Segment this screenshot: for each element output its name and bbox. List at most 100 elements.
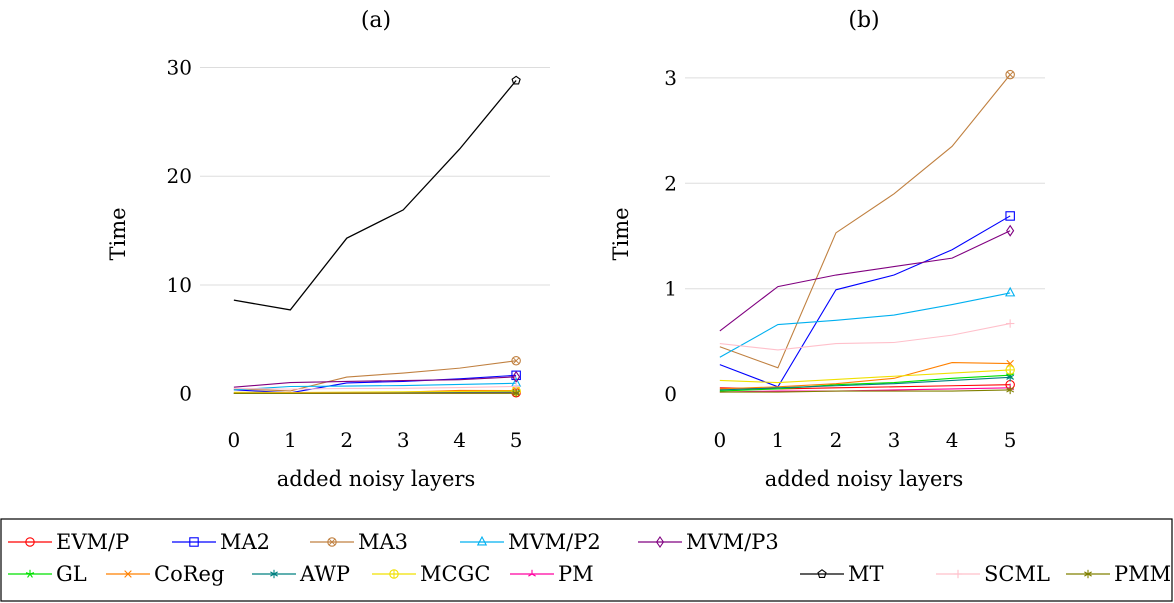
x-tick-label: 5 xyxy=(510,428,523,452)
series-line xyxy=(233,382,517,391)
legend-label: GL xyxy=(56,562,87,586)
chart-panel-a: (a) Time added noisy layers 0 10 20 30 0 1 2 3 4… xyxy=(106,8,550,491)
panel-b-xlabel: added noisy layers xyxy=(765,467,964,491)
legend-entry-pm: PM xyxy=(510,562,594,586)
legend-marker xyxy=(389,569,399,579)
y-tick-label: 0 xyxy=(179,382,192,406)
y-tick-label: 3 xyxy=(664,66,677,90)
legend-label: PMM xyxy=(1114,562,1171,586)
series-line xyxy=(719,389,1011,393)
series-awp xyxy=(719,373,1015,391)
series-end-marker xyxy=(1005,319,1015,328)
series-mvm-p3 xyxy=(233,370,521,388)
series-mt xyxy=(233,75,521,311)
series-line xyxy=(233,360,517,392)
legend-label: MA3 xyxy=(358,530,408,554)
legend-entry-mcgc: MCGC xyxy=(372,562,490,586)
series-line xyxy=(233,80,517,311)
series-ma3 xyxy=(719,69,1015,369)
legend-marker xyxy=(655,536,665,548)
series-mcgc xyxy=(719,365,1015,384)
legend-marker xyxy=(124,570,132,578)
y-tick-label: 1 xyxy=(664,277,677,301)
panel-b-ylabel: Time xyxy=(609,207,633,260)
legend-marker xyxy=(189,537,199,547)
legend-entry-coreg: CoReg xyxy=(106,562,224,586)
series-line xyxy=(719,374,1011,392)
legend-label: MVM/P3 xyxy=(686,530,779,554)
series-end-marker xyxy=(1005,286,1016,297)
series-line xyxy=(719,361,1011,390)
x-tick-label: 3 xyxy=(888,428,901,452)
series-end-marker xyxy=(511,75,521,85)
x-tick-label: 4 xyxy=(453,428,466,452)
legend-marker xyxy=(1084,569,1092,579)
y-tick-label: 2 xyxy=(664,171,677,195)
series-line xyxy=(233,390,517,394)
legend-label: MT xyxy=(848,562,884,586)
x-tick-label: 1 xyxy=(284,428,297,452)
legend-marker xyxy=(528,569,536,577)
x-tick-label: 2 xyxy=(830,428,843,452)
series-mvm-p3 xyxy=(719,224,1015,332)
x-tick-label: 2 xyxy=(340,428,353,452)
legend-entry-gl: GL xyxy=(8,562,87,586)
series-mvm-p2 xyxy=(719,286,1016,358)
panel-a-xlabel: added noisy layers xyxy=(277,467,476,491)
x-tick-label: 1 xyxy=(772,428,785,452)
panel-b-title: (b) xyxy=(848,8,879,33)
panel-a-ylabel: Time xyxy=(106,207,130,260)
x-tick-label: 4 xyxy=(946,428,959,452)
series-pmm xyxy=(233,389,521,398)
series-end-marker xyxy=(1005,69,1015,80)
legend-entry-evm-p: EVM/P xyxy=(8,530,129,554)
legend-marker xyxy=(327,537,337,547)
legend-entry-scml: SCML xyxy=(936,562,1050,586)
series-line xyxy=(719,292,1011,358)
series-line xyxy=(719,369,1011,384)
legend-label: MVM/P2 xyxy=(508,530,601,554)
series-line xyxy=(719,74,1011,369)
legend-marker xyxy=(25,569,35,578)
legend-entry-mvm-p3: MVM/P3 xyxy=(638,530,779,554)
y-tick-label: 30 xyxy=(167,55,192,79)
legend-label: AWP xyxy=(299,562,350,586)
x-tick-label: 0 xyxy=(713,428,726,452)
series-line xyxy=(233,376,517,388)
series-line xyxy=(233,385,517,390)
legend-label: MA2 xyxy=(220,530,270,554)
panel-a-title: (a) xyxy=(361,8,391,33)
legend-marker xyxy=(817,569,827,578)
series-pmm xyxy=(719,385,1015,395)
legend-entry-mt: MT xyxy=(800,562,884,586)
legend-box xyxy=(0,518,1173,602)
series-end-marker xyxy=(511,355,521,366)
legend-entry-ma2: MA2 xyxy=(172,530,270,554)
series-line xyxy=(719,376,1011,391)
y-tick-label: 0 xyxy=(664,382,677,406)
legend-marker xyxy=(476,535,488,546)
series-end-marker xyxy=(512,389,521,398)
y-tick-label: 10 xyxy=(167,273,192,297)
legend-label: PM xyxy=(558,562,594,586)
series-end-marker xyxy=(1005,365,1015,375)
series-end-marker xyxy=(1005,211,1015,221)
series-ma3 xyxy=(233,355,521,392)
legend-marker xyxy=(953,569,963,579)
series-line xyxy=(719,230,1011,332)
series-scml xyxy=(719,319,1015,351)
legend-marker xyxy=(270,569,278,579)
legend-entry-awp: AWP xyxy=(252,562,350,586)
legend-label: MCGC xyxy=(420,562,490,586)
series-line xyxy=(719,215,1011,388)
series-end-marker xyxy=(1006,385,1015,395)
series-line xyxy=(719,322,1011,351)
x-tick-label: 5 xyxy=(1004,428,1017,452)
x-tick-label: 0 xyxy=(228,428,241,452)
x-tick-label: 3 xyxy=(397,428,410,452)
legend-label: SCML xyxy=(984,562,1050,586)
chart-panel-b: (b) Time added noisy layers 0 1 2 3 0 1 2 3 4 5 xyxy=(609,8,1045,491)
y-tick-label: 20 xyxy=(167,164,192,188)
